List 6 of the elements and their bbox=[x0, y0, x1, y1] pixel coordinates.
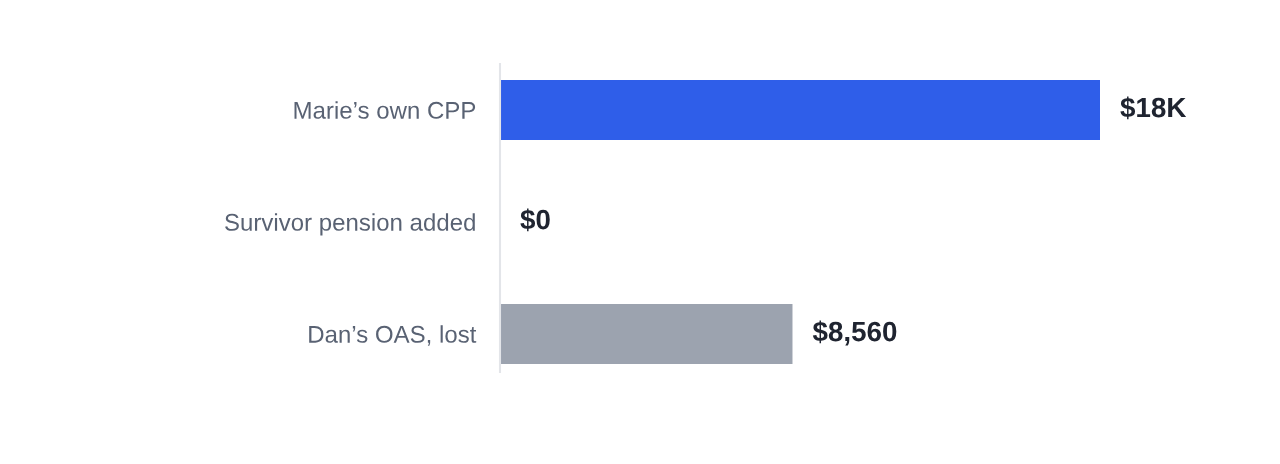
data-label: $8,560 bbox=[812, 320, 897, 346]
y-tick-label: Dan’s OAS, lost bbox=[309, 325, 477, 346]
y-tick-label: Marie’s own CPP bbox=[294, 101, 476, 119]
data-label: $0 bbox=[520, 208, 550, 232]
y-tick-label: Survivor pension added bbox=[225, 213, 475, 236]
data-label: $18K bbox=[1120, 96, 1187, 120]
